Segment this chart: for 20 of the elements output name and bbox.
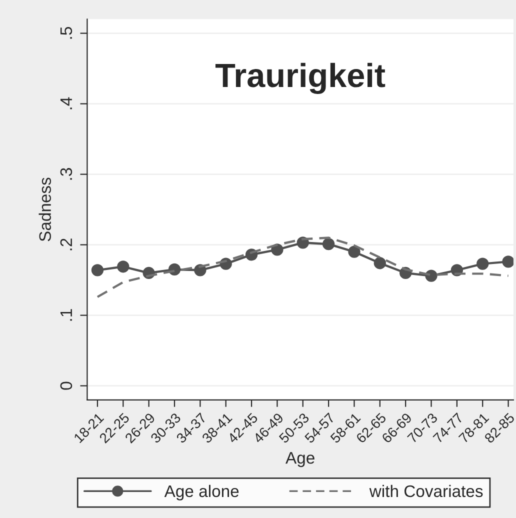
y-tick-label: .4 — [60, 97, 72, 110]
point — [476, 258, 489, 270]
point — [374, 257, 386, 270]
point — [502, 256, 514, 268]
point — [91, 264, 104, 276]
text: Traurigkeit — [215, 62, 386, 94]
point — [117, 260, 130, 273]
legend-label: Age alone — [164, 484, 239, 500]
y-axis-title: Sadness — [38, 178, 52, 242]
legend-label: with Covariates — [369, 484, 483, 498]
x-axis-title: Age — [286, 452, 314, 468]
point — [348, 246, 360, 258]
point — [271, 244, 284, 256]
y-tick-label: .3 — [60, 168, 72, 180]
y-tick-label: .2 — [60, 238, 72, 250]
y-tick-label: .1 — [60, 309, 72, 321]
y-tick-label: 0 — [60, 382, 72, 390]
line-series — [96, 236, 510, 298]
y-tick-label: .5 — [60, 27, 72, 39]
point — [322, 238, 335, 250]
